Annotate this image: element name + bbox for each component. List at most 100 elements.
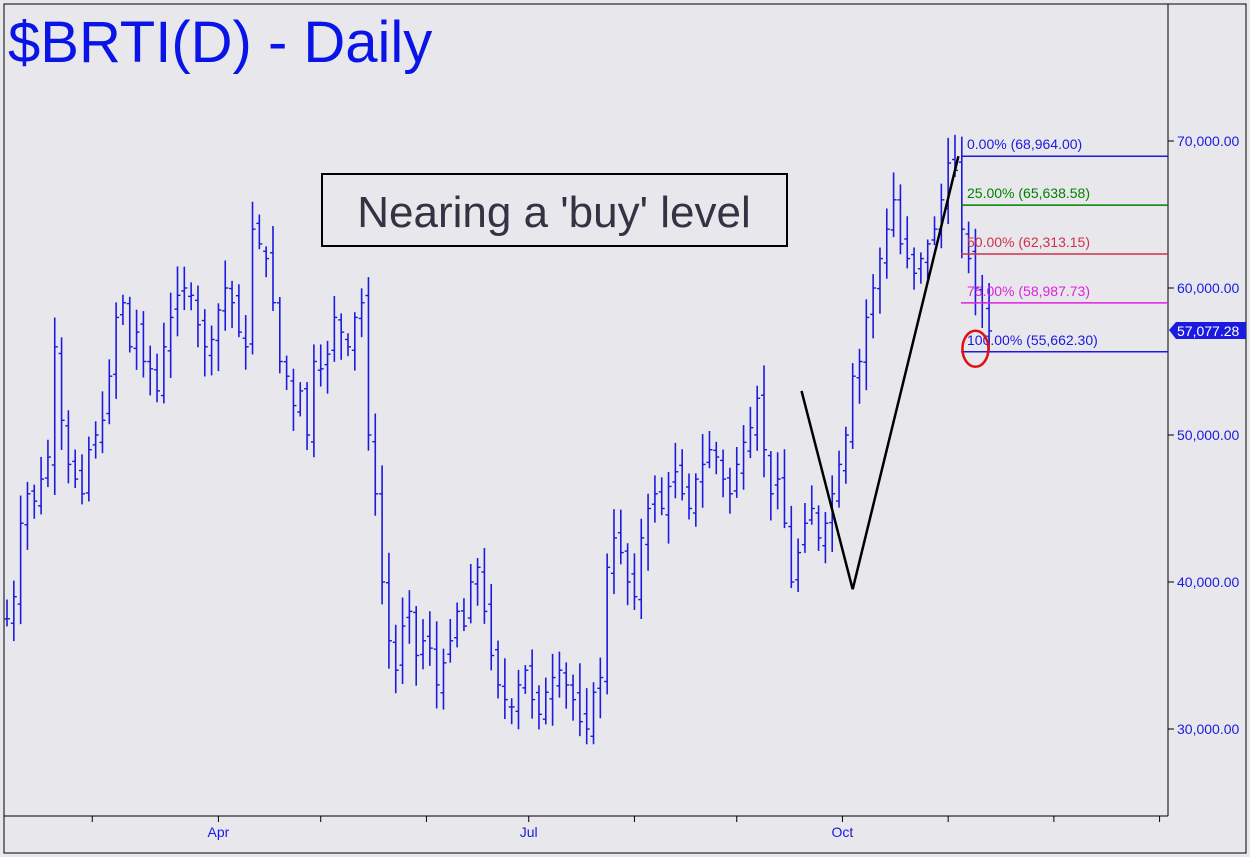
price-bar xyxy=(4,599,10,627)
price-bar xyxy=(597,657,604,719)
price-bar xyxy=(658,477,665,516)
price-bar xyxy=(324,340,331,394)
price-bar xyxy=(331,296,338,362)
price-bars xyxy=(4,134,993,745)
y-tick-label: 50,000.00 xyxy=(1177,427,1239,443)
price-bar xyxy=(351,312,358,371)
price-bar xyxy=(181,266,188,311)
price-bar xyxy=(154,353,161,403)
fib-label: 100.00% (55,662.30) xyxy=(967,332,1098,348)
price-bar xyxy=(883,208,890,279)
price-bar xyxy=(79,454,86,505)
x-tick-label: Jul xyxy=(520,824,538,840)
price-bar xyxy=(699,434,706,508)
price-bar xyxy=(24,481,31,550)
pattern-segment xyxy=(800,390,854,590)
price-bar xyxy=(720,449,727,498)
y-axis-ticks: 30,000.00 40,000.00 50,000.00 60,000.00 70,0… xyxy=(1168,133,1239,737)
price-bar xyxy=(99,391,106,454)
price-bar xyxy=(126,296,133,353)
fib-label: 50.00% (62,313.15) xyxy=(967,234,1090,250)
price-bar xyxy=(788,505,795,589)
price-bar xyxy=(610,509,617,595)
price-bar xyxy=(781,449,788,529)
price-bar xyxy=(651,475,658,523)
price-bar xyxy=(706,430,713,469)
price-bar xyxy=(310,344,317,458)
price-bar xyxy=(65,410,72,484)
price-bar xyxy=(726,467,733,514)
price-bar xyxy=(194,285,201,348)
annotation-box: Nearing a 'buy' level xyxy=(321,173,788,247)
price-bar xyxy=(638,518,645,620)
price-bar xyxy=(460,598,467,632)
price-bar xyxy=(761,365,768,478)
price-bar xyxy=(58,337,65,450)
price-bar xyxy=(556,651,563,698)
price-bar xyxy=(863,299,870,391)
price-bar xyxy=(570,674,577,721)
price-bar xyxy=(924,239,931,279)
price-bar xyxy=(242,315,249,370)
x-tick-label: Oct xyxy=(832,824,854,840)
price-bar xyxy=(201,309,208,377)
price-bar xyxy=(849,363,856,449)
price-bar xyxy=(426,611,433,666)
target-circle xyxy=(961,329,990,369)
price-bar xyxy=(870,274,877,339)
price-bar xyxy=(836,450,843,508)
chart-frame xyxy=(3,3,1247,854)
annotation-text: Nearing a 'buy' level xyxy=(357,188,750,237)
price-bar xyxy=(147,345,154,396)
fib-label: 75.00% (58,987.73) xyxy=(967,283,1090,299)
y-tick-label: 70,000.00 xyxy=(1177,133,1239,149)
price-bar xyxy=(297,382,304,417)
fib-label: 0.00% (68,964.00) xyxy=(967,136,1082,152)
price-bar xyxy=(44,439,51,488)
price-bar xyxy=(269,226,276,311)
price-bar xyxy=(897,184,904,255)
price-bar xyxy=(481,548,488,624)
price-bar xyxy=(747,406,754,459)
price-bar xyxy=(692,473,699,527)
price-bar xyxy=(972,228,979,316)
price-bar xyxy=(965,221,972,274)
price-bar xyxy=(767,451,774,521)
price-bar xyxy=(631,553,638,610)
price-bar xyxy=(208,325,215,376)
price-bar xyxy=(379,465,386,605)
price-bar xyxy=(842,426,849,484)
price-bar xyxy=(358,288,365,338)
price-bar xyxy=(467,563,474,624)
price-bar xyxy=(733,446,740,498)
price-bar xyxy=(522,665,529,694)
price-bar xyxy=(392,624,399,694)
price-bar xyxy=(624,543,631,606)
price-bar xyxy=(447,618,454,663)
price-bar xyxy=(17,495,24,625)
price-bar xyxy=(774,452,781,510)
fib-label: 25.00% (65,638.58) xyxy=(967,185,1090,201)
price-bar xyxy=(140,311,147,378)
price-bar xyxy=(808,485,815,525)
price-bar xyxy=(406,590,413,644)
price-bar xyxy=(167,292,174,378)
y-tick-label: 60,000.00 xyxy=(1177,280,1239,296)
price-bar xyxy=(795,538,802,593)
price-bar xyxy=(542,677,549,725)
chart-title: $BRTI(D) - Daily xyxy=(8,10,432,75)
price-bar xyxy=(740,425,747,490)
price-bar xyxy=(51,317,58,496)
price-bar xyxy=(986,283,993,351)
price-bar xyxy=(679,449,686,501)
price-bar xyxy=(119,294,126,326)
price-bar xyxy=(604,553,611,695)
price-bar xyxy=(801,503,808,553)
price-bar xyxy=(535,685,542,730)
price-bar xyxy=(31,484,38,519)
price-bar xyxy=(754,385,761,451)
price-bar xyxy=(385,552,392,669)
price-bar xyxy=(92,421,99,459)
